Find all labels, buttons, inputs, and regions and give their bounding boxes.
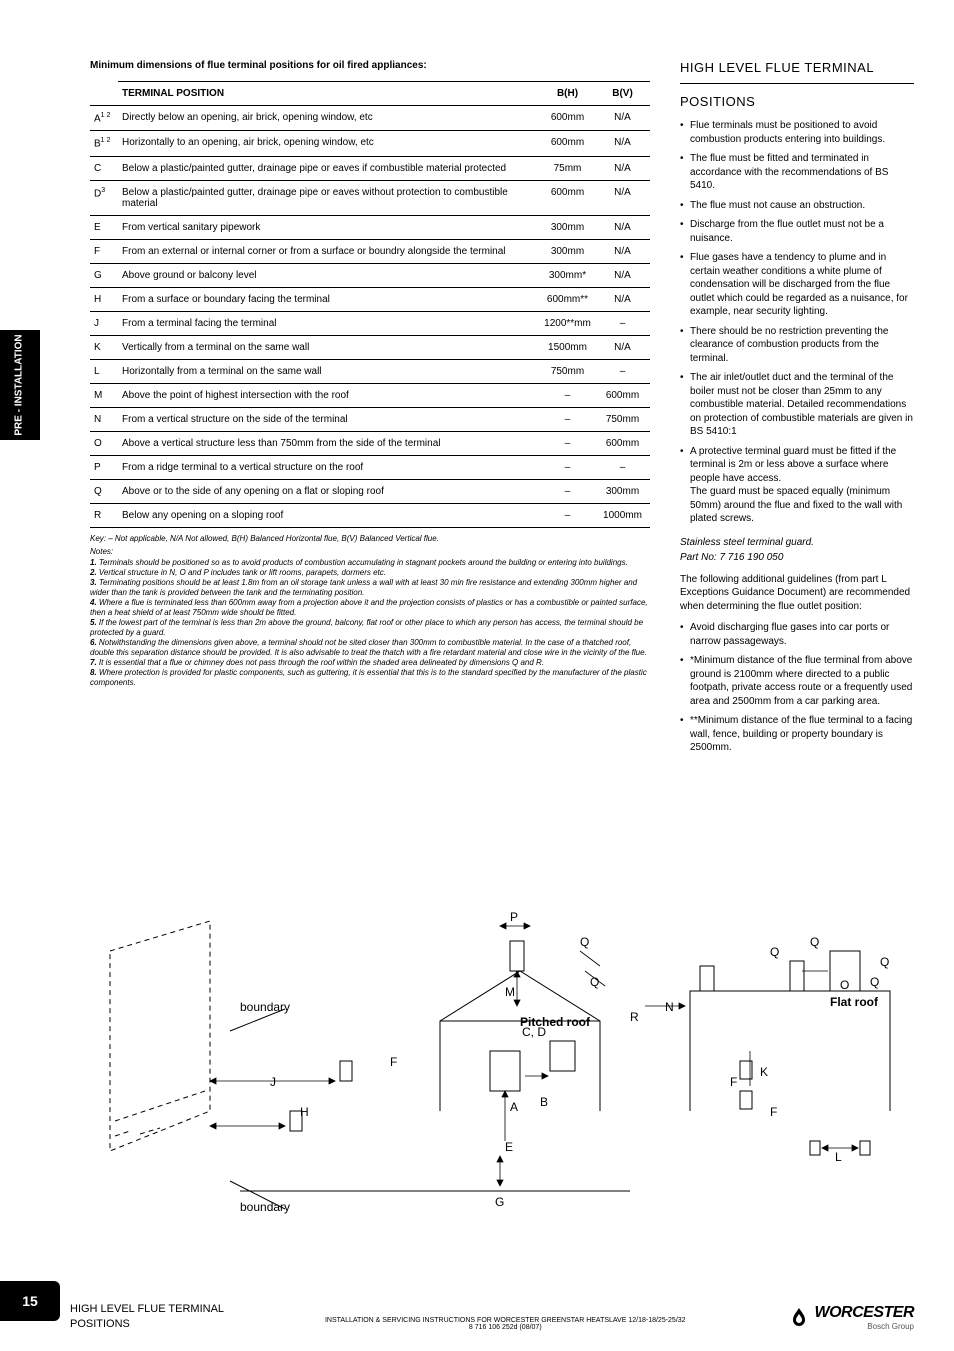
- table-row: MAbove the point of highest intersection…: [90, 383, 650, 407]
- svg-text:F: F: [770, 1105, 777, 1119]
- table-row: D3Below a plastic/painted gutter, draina…: [90, 180, 650, 215]
- table-row: EFrom vertical sanitary pipework300mmN/A: [90, 215, 650, 239]
- notes-block: 1. Terminals should be positioned so as …: [90, 558, 650, 688]
- part-info-2: Part No: 7 716 190 050: [680, 551, 914, 565]
- svg-text:N: N: [665, 1000, 674, 1014]
- table-row: A1 2Directly below an opening, air brick…: [90, 106, 650, 131]
- th-bv: B(V): [595, 82, 650, 106]
- svg-text:Q: Q: [810, 935, 819, 949]
- list-item: The flue must not cause an obstruction.: [680, 199, 914, 213]
- table-row: FFrom an external or internal corner or …: [90, 239, 650, 263]
- right-heading: HIGH LEVEL FLUE TERMINAL: [680, 60, 914, 75]
- svg-text:R: R: [630, 1010, 639, 1024]
- list-item: The air inlet/outlet duct and the termin…: [680, 371, 914, 439]
- list-item: A protective terminal guard must be fitt…: [680, 445, 914, 526]
- svg-text:G: G: [495, 1195, 504, 1209]
- page-number-badge: 15: [0, 1281, 60, 1321]
- svg-text:E: E: [505, 1140, 513, 1154]
- part-info-1: Stainless steel terminal guard.: [680, 536, 914, 550]
- list-item: Flue gases have a tendency to plume and …: [680, 251, 914, 319]
- footer-title-2: POSITIONS: [70, 1317, 224, 1331]
- table-row: PFrom a ridge terminal to a vertical str…: [90, 455, 650, 479]
- note-line: 7. It is essential that a flue or chimne…: [90, 658, 650, 668]
- note-line: 3. Terminating positions should be at le…: [90, 578, 650, 598]
- svg-text:Pitched roof: Pitched roof: [520, 1015, 591, 1029]
- svg-text:boundary: boundary: [240, 1200, 290, 1214]
- notes-label: Notes:: [90, 547, 650, 556]
- footer-center: INSTALLATION & SERVICING INSTRUCTIONS FO…: [224, 1317, 786, 1331]
- th-position: TERMINAL POSITION: [118, 82, 540, 106]
- terminal-positions-table: TERMINAL POSITION B(H) B(V) A1 2Directly…: [90, 81, 650, 528]
- svg-text:Q: Q: [880, 955, 889, 969]
- svg-text:O: O: [840, 978, 849, 992]
- table-row: GAbove ground or balcony level300mm*N/A: [90, 263, 650, 287]
- svg-text:B: B: [540, 1095, 548, 1109]
- bullets-secondary: Avoid discharging flue gases into car po…: [680, 621, 914, 755]
- table-row: RBelow any opening on a sloping roof–100…: [90, 503, 650, 527]
- table-row: CBelow a plastic/painted gutter, drainag…: [90, 156, 650, 180]
- table-row: LHorizontally from a terminal on the sam…: [90, 359, 650, 383]
- table-key: Key: – Not applicable, N/A Not allowed, …: [90, 534, 650, 543]
- brand-sub: Bosch Group: [815, 1322, 915, 1331]
- table-row: QAbove or to the side of any opening on …: [90, 479, 650, 503]
- list-item: Avoid discharging flue gases into car po…: [680, 621, 914, 648]
- note-line: 6. Notwithstanding the dimensions given …: [90, 638, 650, 658]
- list-item: Flue terminals must be positioned to avo…: [680, 119, 914, 146]
- brand-name: WORCESTER: [815, 1304, 915, 1321]
- svg-text:Flat roof: Flat roof: [830, 995, 879, 1009]
- svg-text:Q: Q: [770, 945, 779, 959]
- additional-para: The following additional guidelines (fro…: [680, 573, 914, 614]
- svg-text:F: F: [390, 1055, 397, 1069]
- svg-text:M: M: [505, 985, 515, 999]
- svg-text:A: A: [510, 1100, 518, 1114]
- svg-text:K: K: [760, 1065, 768, 1079]
- table-row: B1 2Horizontally to an opening, air bric…: [90, 131, 650, 156]
- footer-logo: WORCESTER Bosch Group: [787, 1304, 915, 1331]
- note-line: 1. Terminals should be positioned so as …: [90, 558, 650, 568]
- flue-diagram: P Q Q Q Q Q Q O M N R C, D A B E F F F G…: [90, 911, 910, 1261]
- svg-text:boundary: boundary: [240, 1000, 290, 1014]
- list-item: **Minimum distance of the flue terminal …: [680, 714, 914, 755]
- list-item: *Minimum distance of the flue terminal f…: [680, 654, 914, 708]
- svg-text:H: H: [300, 1105, 309, 1119]
- list-item: There should be no restriction preventin…: [680, 325, 914, 366]
- footer-title-1: HIGH LEVEL FLUE TERMINAL: [70, 1302, 224, 1316]
- svg-text:L: L: [835, 1150, 842, 1164]
- right-subheading: POSITIONS: [680, 94, 914, 109]
- side-tab-label: PRE - INSTALLATION: [14, 334, 26, 435]
- flame-icon: [787, 1306, 811, 1330]
- list-item: The flue must be fitted and terminated i…: [680, 152, 914, 193]
- svg-text:Q: Q: [590, 975, 599, 989]
- table-row: NFrom a vertical structure on the side o…: [90, 407, 650, 431]
- page-number: 15: [22, 1293, 38, 1309]
- side-tab: PRE - INSTALLATION: [0, 330, 40, 440]
- svg-text:Q: Q: [870, 975, 879, 989]
- note-line: 2. Vertical structure in N, O and P incl…: [90, 568, 650, 578]
- footer-left: HIGH LEVEL FLUE TERMINAL POSITIONS: [70, 1302, 224, 1331]
- table-row: KVertically from a terminal on the same …: [90, 335, 650, 359]
- note-line: 8. Where protection is provided for plas…: [90, 668, 650, 688]
- svg-text:P: P: [510, 911, 518, 924]
- svg-text:J: J: [270, 1075, 276, 1089]
- table-row: HFrom a surface or boundary facing the t…: [90, 287, 650, 311]
- table-row: JFrom a terminal facing the terminal1200…: [90, 311, 650, 335]
- svg-text:F: F: [730, 1075, 737, 1089]
- table-row: OAbove a vertical structure less than 75…: [90, 431, 650, 455]
- th-bh: B(H): [540, 82, 595, 106]
- list-item: Discharge from the flue outlet must not …: [680, 218, 914, 245]
- heading-divider: [680, 83, 914, 84]
- note-line: 4. Where a flue is terminated less than …: [90, 598, 650, 618]
- note-line: 5. If the lowest part of the terminal is…: [90, 618, 650, 638]
- table-title: Minimum dimensions of flue terminal posi…: [90, 60, 650, 71]
- svg-text:Q: Q: [580, 935, 589, 949]
- page-footer: HIGH LEVEL FLUE TERMINAL POSITIONS INSTA…: [70, 1302, 914, 1331]
- bullets-primary: Flue terminals must be positioned to avo…: [680, 119, 914, 526]
